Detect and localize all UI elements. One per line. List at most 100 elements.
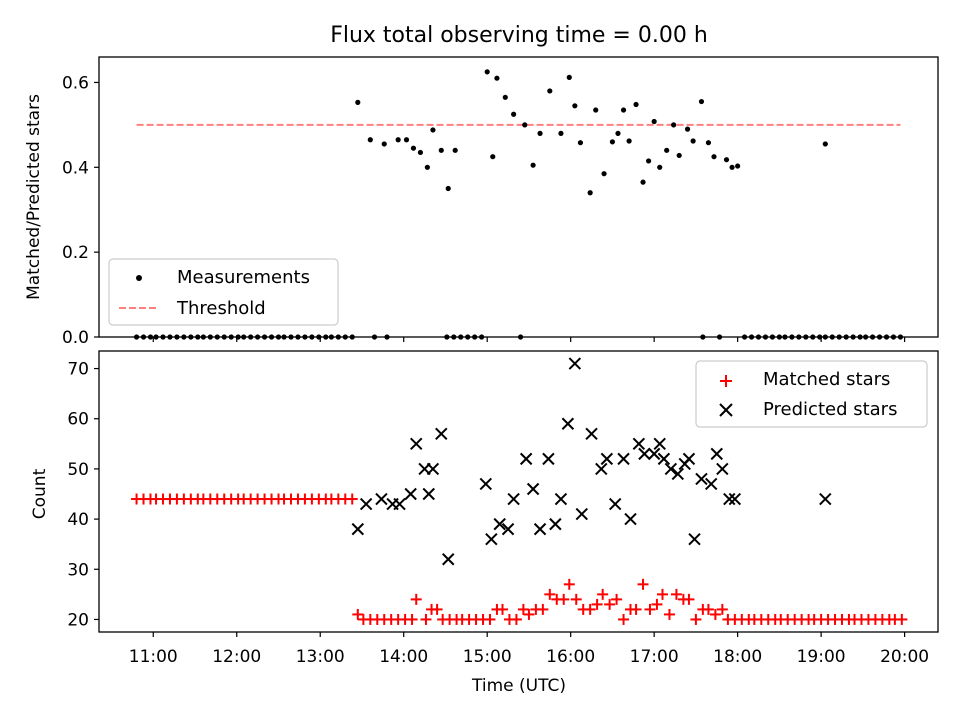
measurement-point (403, 137, 410, 143)
measurement-point (671, 122, 677, 128)
predicted-star-point (568, 357, 582, 370)
predicted-star-point (533, 522, 547, 536)
measurement-point (664, 147, 670, 153)
matched-star-point (537, 603, 549, 615)
predicted-star-point (595, 462, 608, 476)
measurement-point (484, 69, 490, 75)
matched-star-point (709, 608, 721, 620)
predicted-star-point (664, 462, 678, 476)
measurement-point (537, 130, 543, 136)
matched-star-point (496, 603, 508, 615)
measurement-point (698, 98, 705, 105)
predicted-star-point (671, 467, 685, 481)
predicted-star-point (526, 482, 540, 496)
legend-predicted-marker (719, 403, 733, 417)
x-tick-label: 20:00 (880, 647, 929, 667)
matched-star-point (896, 613, 908, 625)
predicted-star-point (501, 522, 515, 536)
matched-star-point (558, 593, 570, 605)
predicted-star-point (410, 437, 423, 451)
predicted-star-point (351, 522, 365, 536)
y-tick-label: 70 (67, 360, 89, 380)
predicted-star-point (507, 492, 520, 506)
predicted-star-point (359, 497, 373, 511)
measurement-point (729, 164, 735, 170)
measurement-point (711, 154, 717, 160)
matched-star-point (544, 588, 556, 600)
predicted-star-point (682, 452, 696, 466)
bottom-y-ticks: 20 30 40 50 60 70 (67, 360, 99, 630)
top-y-ticks: 0.0 0.2 0.4 0.6 (62, 73, 99, 348)
measurement-point (657, 164, 663, 170)
x-tick-label: 16:00 (546, 647, 595, 667)
predicted-star-point (435, 427, 448, 441)
matched-star-point (352, 608, 364, 620)
matched-star-point (702, 603, 714, 615)
x-tick-label: 13:00 (296, 647, 345, 667)
predicted-star-point (600, 452, 614, 466)
measurement-point (381, 141, 387, 147)
matched-star-point (604, 598, 616, 610)
measurement-point (355, 99, 361, 105)
measurement-point (558, 130, 564, 136)
measurement-point (645, 158, 652, 164)
bottom-panel: 20 30 40 50 60 70 11:00 12:00 13:00 14:00 15:00 16… (30, 350, 939, 696)
predicted-star-point (638, 447, 651, 461)
bottom-x-ticks: 11:00 12:00 13:00 14:00 15:00 16:00 17:00 18:00… (129, 632, 929, 667)
measurement-point (640, 179, 646, 185)
predicted-star-point (426, 462, 440, 476)
predicted-star-point (393, 497, 406, 511)
predicted-star-point (716, 462, 729, 476)
predicted-star-point (561, 417, 575, 430)
predicted-star-point (375, 492, 388, 506)
top-panel: 0.0 0.2 0.4 0.6 Matched/Predicted stars Mea… (24, 56, 939, 348)
predicted-star-point (710, 447, 723, 461)
measurement-point (577, 140, 584, 146)
x-tick-label: 15:00 (463, 647, 512, 667)
y-tick-label: 0.0 (62, 328, 89, 348)
measurement-point (620, 107, 627, 113)
measurement-point (530, 162, 536, 168)
predicted-star-point (695, 472, 708, 486)
predicted-star-point (479, 477, 493, 491)
x-tick-label: 19:00 (797, 647, 846, 667)
matched-star-point (657, 588, 669, 600)
matched-star-point (510, 613, 522, 625)
figure-title: Flux total observing time = 0.00 h (330, 23, 708, 48)
measurement-point (684, 126, 691, 132)
top-legend: Measurements Threshold (108, 258, 339, 326)
predicted-star-point (617, 452, 630, 466)
predicted-star-point (819, 492, 832, 506)
measurement-point (445, 185, 451, 192)
matched-star-point (716, 603, 728, 615)
y-tick-label: 0.6 (62, 73, 89, 93)
measurement-point (735, 163, 741, 169)
measurement-point (572, 103, 578, 109)
predicted-star-point (653, 437, 666, 451)
measurement-point (547, 88, 553, 94)
bottom-y-axis-label: Count (30, 468, 50, 519)
matched-star-point (611, 593, 623, 605)
bottom-legend-box (695, 360, 928, 428)
matched-star-point (431, 603, 443, 615)
legend-measurements-label: Measurements (177, 267, 310, 288)
measurement-point (651, 118, 657, 125)
predicted-star-point (493, 517, 506, 531)
y-tick-label: 20 (67, 610, 89, 630)
predicted-star-point (608, 497, 622, 511)
matched-star-point (591, 598, 603, 610)
predicted-star-point (728, 492, 742, 506)
matched-star-point (651, 598, 663, 610)
measurement-point (676, 152, 682, 159)
matched-star-point (618, 613, 630, 625)
bottom-legend: Matched stars Predicted stars (695, 360, 928, 428)
predicted-star-point (704, 477, 718, 491)
measurement-point (395, 137, 401, 143)
measurement-point (522, 122, 528, 128)
predicted-star-point (723, 492, 736, 506)
predicted-star-point (575, 507, 589, 521)
predicted-star-point (647, 447, 661, 461)
measurement-point (609, 139, 616, 145)
predicted-star-point (657, 452, 671, 466)
